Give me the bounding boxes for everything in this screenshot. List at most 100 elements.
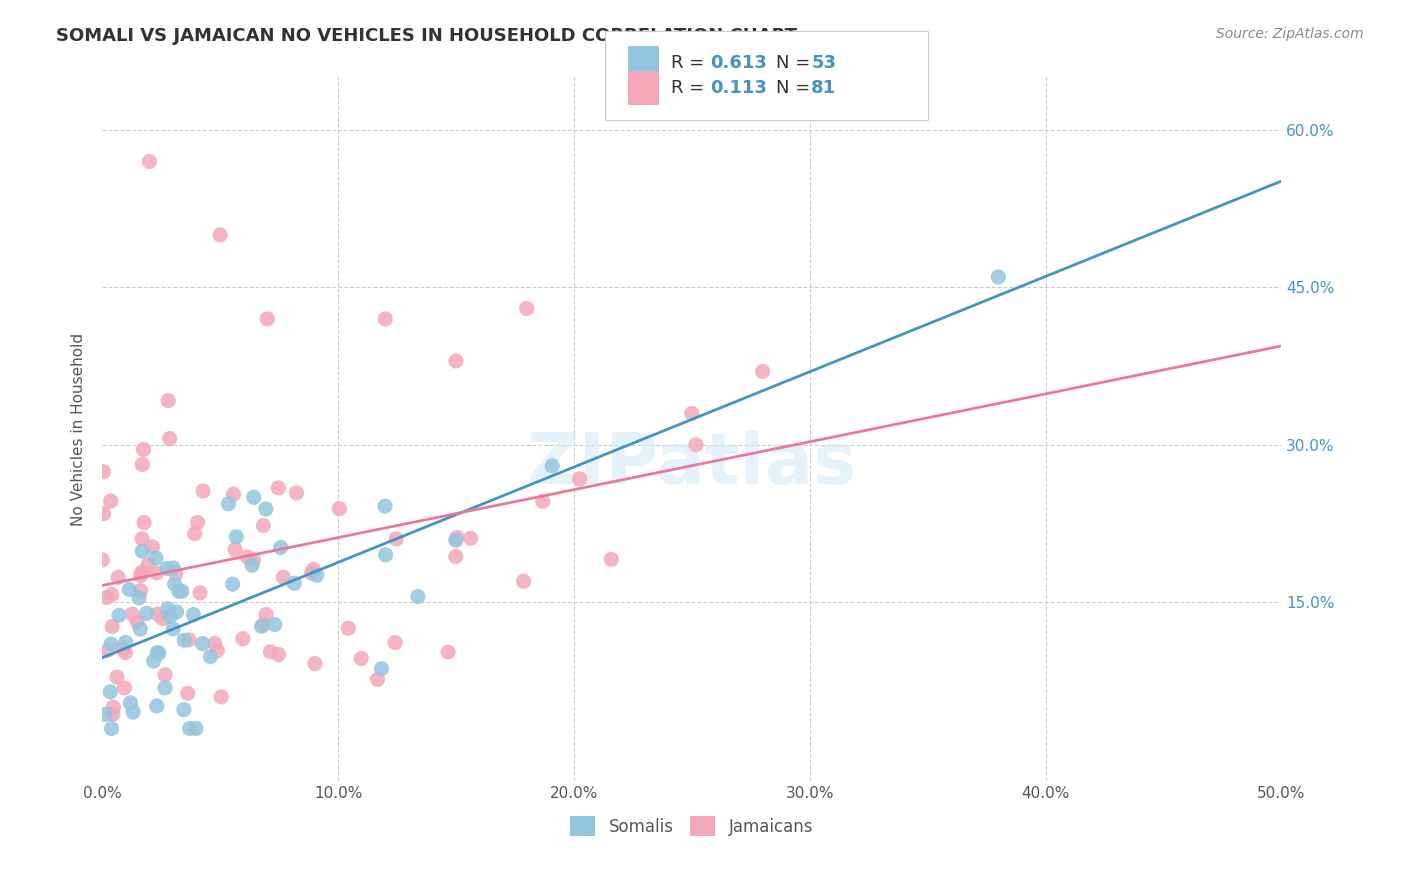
Text: Source: ZipAtlas.com: Source: ZipAtlas.com: [1216, 27, 1364, 41]
Point: [209, 227, 232, 242]
Point: [98, 685, 121, 699]
Point: [305, 568, 328, 582]
Point: [100, 722, 122, 736]
Point: [142, 654, 165, 668]
Point: [93, 465, 115, 479]
Point: [91, 553, 114, 567]
Point: [121, 607, 143, 621]
Point: [218, 497, 240, 511]
Point: [136, 558, 159, 572]
Point: [222, 487, 245, 501]
Point: [437, 645, 460, 659]
Point: [94, 707, 117, 722]
Point: [366, 673, 388, 687]
Point: [541, 458, 564, 473]
Point: [114, 646, 136, 660]
Point: [146, 607, 169, 621]
Point: [165, 566, 187, 581]
Text: 0.113: 0.113: [710, 79, 766, 97]
Point: [460, 531, 482, 545]
Point: [120, 696, 142, 710]
Point: [108, 608, 131, 623]
Point: [444, 354, 467, 368]
Point: [252, 617, 274, 632]
Point: [531, 494, 554, 508]
Point: [159, 609, 181, 624]
Point: [987, 269, 1010, 284]
Point: [191, 637, 214, 651]
Point: [101, 619, 124, 633]
Text: R =: R =: [671, 54, 710, 72]
Point: [162, 561, 184, 575]
Point: [184, 722, 207, 736]
Point: [122, 705, 145, 719]
Point: [138, 154, 160, 169]
Point: [370, 662, 392, 676]
Point: [146, 646, 169, 660]
Point: [163, 577, 186, 591]
Point: [167, 584, 190, 599]
Text: 53: 53: [811, 54, 837, 72]
Point: [337, 621, 360, 635]
Point: [135, 607, 157, 621]
Point: [221, 577, 243, 591]
Text: 81: 81: [811, 79, 837, 97]
Point: [685, 438, 707, 452]
Point: [285, 486, 308, 500]
Point: [131, 565, 153, 579]
Point: [384, 635, 406, 649]
Point: [681, 407, 703, 421]
Point: [103, 700, 125, 714]
Point: [132, 516, 155, 530]
Point: [232, 632, 254, 646]
Point: [751, 364, 773, 378]
Point: [183, 526, 205, 541]
Point: [301, 566, 323, 581]
Point: [96, 643, 118, 657]
Point: [179, 722, 201, 736]
Point: [176, 686, 198, 700]
Point: [131, 458, 153, 472]
Point: [263, 617, 285, 632]
Point: [159, 432, 181, 446]
Point: [444, 549, 467, 564]
Point: [267, 648, 290, 662]
Point: [385, 532, 408, 546]
Point: [374, 312, 396, 326]
Point: [153, 668, 176, 682]
Point: [252, 518, 274, 533]
Text: 0.613: 0.613: [710, 54, 766, 72]
Point: [240, 558, 263, 573]
Point: [125, 615, 148, 629]
Point: [128, 591, 150, 605]
Point: [131, 544, 153, 558]
Point: [512, 574, 534, 589]
Point: [170, 584, 193, 599]
Point: [516, 301, 538, 316]
Point: [254, 607, 277, 622]
Point: [446, 531, 468, 545]
Point: [118, 582, 141, 597]
Point: [256, 312, 278, 326]
Point: [177, 632, 200, 647]
Point: [224, 542, 246, 557]
Point: [156, 602, 179, 616]
Point: [188, 586, 211, 600]
Point: [157, 393, 180, 408]
Point: [100, 494, 122, 508]
Point: [204, 636, 226, 650]
Point: [145, 566, 167, 580]
Text: N =: N =: [776, 54, 815, 72]
Point: [183, 607, 205, 622]
Point: [156, 561, 179, 575]
Point: [152, 612, 174, 626]
Point: [267, 481, 290, 495]
Point: [254, 502, 277, 516]
Text: N =: N =: [776, 79, 815, 97]
Point: [270, 541, 292, 555]
Text: SOMALI VS JAMAICAN NO VEHICLES IN HOUSEHOLD CORRELATION CHART: SOMALI VS JAMAICAN NO VEHICLES IN HOUSEH…: [56, 27, 797, 45]
Point: [444, 533, 467, 548]
Point: [302, 562, 325, 576]
Point: [374, 548, 396, 562]
Point: [187, 516, 209, 530]
